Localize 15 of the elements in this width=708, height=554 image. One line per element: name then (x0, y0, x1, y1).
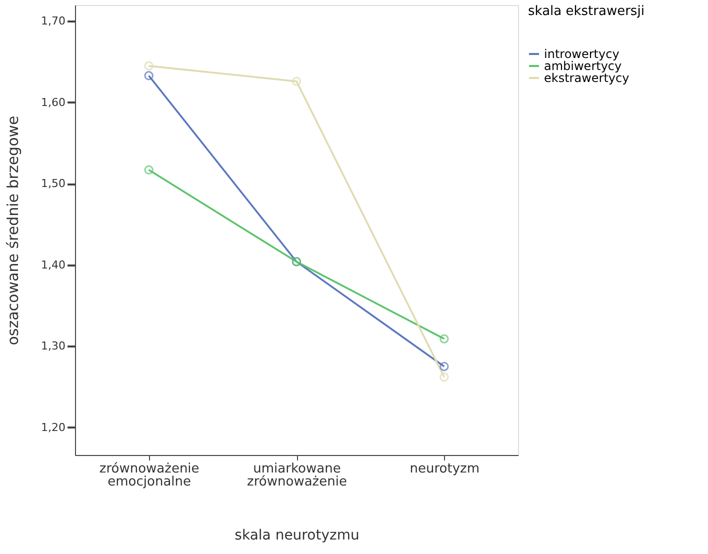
y-axis-title: oszacowane średnie brzegowe (4, 116, 22, 346)
x-tick-label: zrównoważenie emocjonalne (99, 462, 200, 490)
x-tick-label: umiarkowane zrównoważenie (247, 462, 347, 490)
y-tick-label: 1,30 (41, 340, 66, 353)
x-tick-label: neurotyzm (410, 462, 480, 476)
legend-title: skala ekstrawersji (528, 4, 644, 19)
legend-label: ekstrawertycy (544, 71, 630, 85)
y-tick-label: 1,40 (41, 258, 66, 272)
y-tick-label: 1,60 (41, 96, 66, 109)
x-axis-title: skala neurotyzmu (234, 528, 360, 544)
y-tick-label: 1,20 (41, 420, 66, 434)
y-tick-label: 1,50 (41, 177, 66, 190)
legend-label: ambiwertycy (544, 59, 622, 73)
y-tick-label: 1,70 (41, 14, 66, 28)
legend-label: introwertycy (544, 47, 620, 61)
